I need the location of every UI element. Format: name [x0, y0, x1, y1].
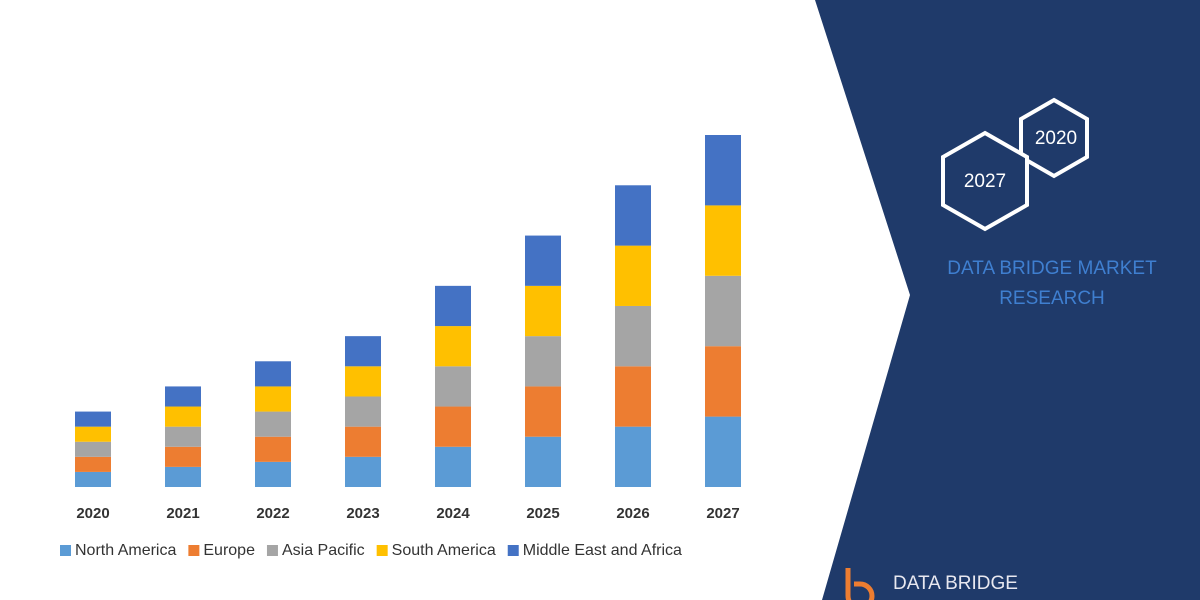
- badge-text: 2020: [1035, 128, 1077, 149]
- bar-segment: [525, 336, 561, 387]
- legend-label: South America: [392, 542, 496, 559]
- badge-text: 2027: [964, 171, 1006, 192]
- bar-segment: [435, 406, 471, 447]
- bar-segment: [525, 386, 561, 437]
- bar-segment: [345, 396, 381, 427]
- legend-label: Europe: [203, 542, 255, 559]
- legend-swatch: [266, 545, 278, 556]
- legend-label: Asia Pacific: [282, 542, 365, 559]
- bar-segment: [615, 185, 651, 246]
- bar-segment: [165, 386, 201, 407]
- bar-segment: [165, 446, 201, 467]
- x-tick-label: 2023: [346, 505, 379, 522]
- bar-segment: [165, 466, 201, 487]
- bar-segment: [165, 426, 201, 447]
- bar-segment: [435, 366, 471, 407]
- bar-segment: [75, 456, 111, 472]
- bar-segment: [75, 471, 111, 487]
- legend-label: Middle East and Africa: [523, 542, 682, 559]
- bar-segment: [705, 135, 741, 206]
- bar-segment: [345, 456, 381, 487]
- x-tick-label: 2021: [166, 505, 199, 522]
- bar-segment: [75, 426, 111, 442]
- legend-swatch: [507, 545, 519, 556]
- bar-segment: [525, 436, 561, 487]
- x-tick-label: 2026: [616, 505, 649, 522]
- bar-segment: [345, 366, 381, 397]
- hexagon: [1019, 97, 1089, 179]
- bar-segment: [525, 235, 561, 286]
- side-panel: [815, 0, 1200, 600]
- bar-segment: [615, 366, 651, 427]
- x-tick-label: 2027: [706, 505, 739, 522]
- bar-segment: [615, 426, 651, 487]
- bar-segment: [705, 205, 741, 276]
- brand-text: RESEARCH: [999, 288, 1105, 309]
- bar-segment: [75, 441, 111, 457]
- bar-segment: [615, 245, 651, 306]
- bar-segment: [435, 446, 471, 487]
- bar-segment: [255, 436, 291, 462]
- bar-segment: [165, 406, 201, 427]
- x-tick-label: 2025: [526, 505, 559, 522]
- bar-segment: [345, 426, 381, 457]
- bar-segment: [435, 285, 471, 327]
- x-tick-label: 2024: [436, 505, 470, 522]
- legend-swatch: [376, 545, 388, 556]
- bar-segment: [705, 275, 741, 347]
- bar-segment: [255, 361, 291, 387]
- bar-segment: [615, 305, 651, 367]
- bar-segment: [705, 416, 741, 487]
- brand-text: DATA BRIDGE MARKET: [947, 258, 1157, 279]
- chart: 2020 2021 2022 2023 2024 2025 2026 2027 North Am…: [60, 135, 741, 559]
- hexagon: [941, 130, 1029, 232]
- bar-segment: [525, 285, 561, 337]
- bar-segment: [345, 336, 381, 367]
- bar-segment: [435, 326, 471, 367]
- x-tick-label: 2020: [76, 505, 109, 522]
- legend-swatch: [60, 545, 71, 556]
- logo-icon: [845, 568, 875, 600]
- bar-segment: [255, 386, 291, 412]
- x-tick-label: 2022: [256, 505, 289, 522]
- legend-swatch: [188, 545, 200, 556]
- bar-segment: [255, 461, 291, 487]
- legend-label: North America: [75, 542, 176, 559]
- bar-segment: [255, 411, 291, 437]
- bar-segment: [75, 411, 111, 427]
- bar-segment: [705, 346, 741, 417]
- logo-text: DATA BRIDGE: [893, 573, 1018, 594]
